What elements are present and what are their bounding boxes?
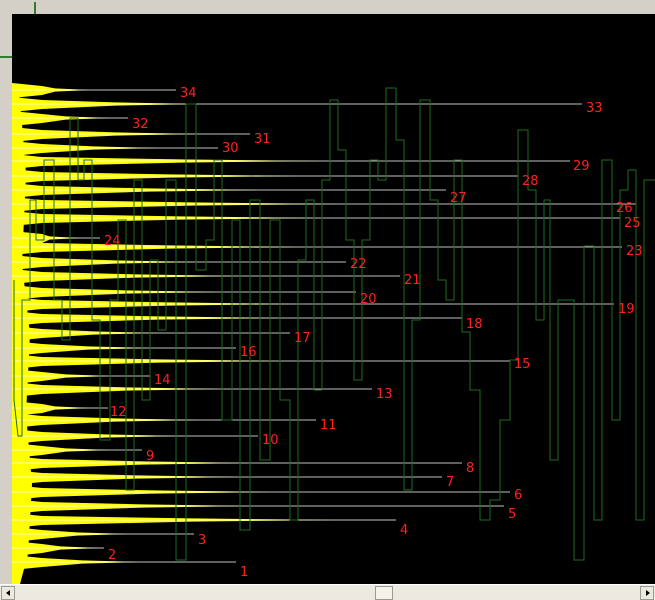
peak-label: 14 [154, 373, 171, 388]
peak-label: 9 [146, 449, 154, 464]
peak-label: 23 [626, 244, 643, 259]
peak-fill [12, 485, 270, 500]
profile-canvas: 1234567891011121314151617181920212223242… [12, 83, 655, 584]
peak-label: 8 [466, 461, 474, 476]
peak-label: 21 [404, 273, 421, 288]
guide-lines-layer [12, 89, 636, 563]
peak-label: 10 [262, 433, 279, 448]
green-trace-line [13, 87, 655, 561]
peak-fill [12, 429, 180, 444]
arrow-left-icon[interactable] [1, 586, 15, 600]
top-marker [34, 2, 36, 14]
scrollbar-thumb[interactable] [375, 586, 393, 600]
peak-label: 17 [294, 331, 311, 346]
peak-label: 27 [450, 191, 467, 206]
peak-label: 11 [320, 418, 337, 433]
peak-label: 30 [222, 141, 239, 156]
peak-label: 15 [514, 357, 531, 372]
peak-fill [12, 401, 90, 416]
peak-fill [12, 354, 280, 369]
peak-label: 18 [466, 317, 483, 332]
peak-fill [12, 154, 320, 169]
peak-label: 32 [132, 117, 149, 132]
peak-fill [12, 311, 280, 326]
peak-fill [12, 382, 220, 397]
peak-fill [12, 240, 300, 255]
peak-fill [12, 183, 260, 198]
peak-fill [12, 169, 300, 184]
horizontal-scrollbar[interactable] [0, 584, 655, 600]
peak-label: 13 [376, 387, 393, 402]
peak-fill [12, 541, 100, 556]
peak-label: 24 [104, 234, 121, 249]
left-marker [0, 56, 12, 58]
peak-label: 1 [240, 565, 248, 580]
peak-fill [12, 555, 140, 570]
peak-labels-layer: 1234567891011121314151617181920212223242… [104, 86, 643, 580]
peak-fill [12, 141, 160, 156]
peak-fill [12, 341, 150, 356]
peak-fill [12, 83, 90, 98]
yellow-profile-layer [12, 83, 340, 584]
peak-label: 29 [573, 159, 590, 174]
arrow-right-icon[interactable] [640, 586, 654, 600]
peak-label: 5 [508, 507, 516, 522]
peak-label: 3 [198, 533, 206, 548]
peak-label: 19 [618, 302, 635, 317]
peak-fill [12, 326, 160, 341]
peak-label: 34 [180, 86, 197, 101]
peak-fill [12, 297, 300, 312]
peak-fill [12, 413, 200, 428]
peak-fill [12, 369, 110, 384]
peak-fill [12, 456, 250, 471]
peak-fill [12, 127, 200, 142]
peak-label: 20 [360, 292, 377, 307]
top-toolbar-strip [0, 0, 655, 14]
peak-fill [12, 443, 110, 458]
peak-label: 22 [350, 257, 367, 272]
peak-label: 26 [616, 201, 633, 216]
peak-fill [12, 527, 130, 542]
peak-fill [12, 499, 250, 514]
peak-label: 6 [514, 488, 522, 503]
peak-label: 28 [522, 174, 539, 189]
left-ruler-strip [0, 14, 12, 584]
peak-label: 2 [108, 548, 116, 563]
peak-label: 4 [400, 523, 408, 538]
peak-label: 33 [586, 101, 603, 116]
peak-fill [12, 231, 80, 246]
peak-fill [12, 111, 110, 126]
peak-label: 31 [254, 132, 271, 147]
peak-label: 7 [446, 475, 454, 490]
peak-label: 16 [240, 345, 257, 360]
peak-fill [12, 285, 220, 300]
plot-area[interactable]: 1 2 3 4 5 6 7 8 9 10 11 12 13 14 15 16 17 18 19 20 21 22 23 24 2… [12, 14, 655, 584]
peak-label: 25 [624, 216, 641, 231]
peak-label: 12 [110, 405, 127, 420]
peak-fill [12, 97, 200, 112]
peak-fill [12, 255, 200, 270]
